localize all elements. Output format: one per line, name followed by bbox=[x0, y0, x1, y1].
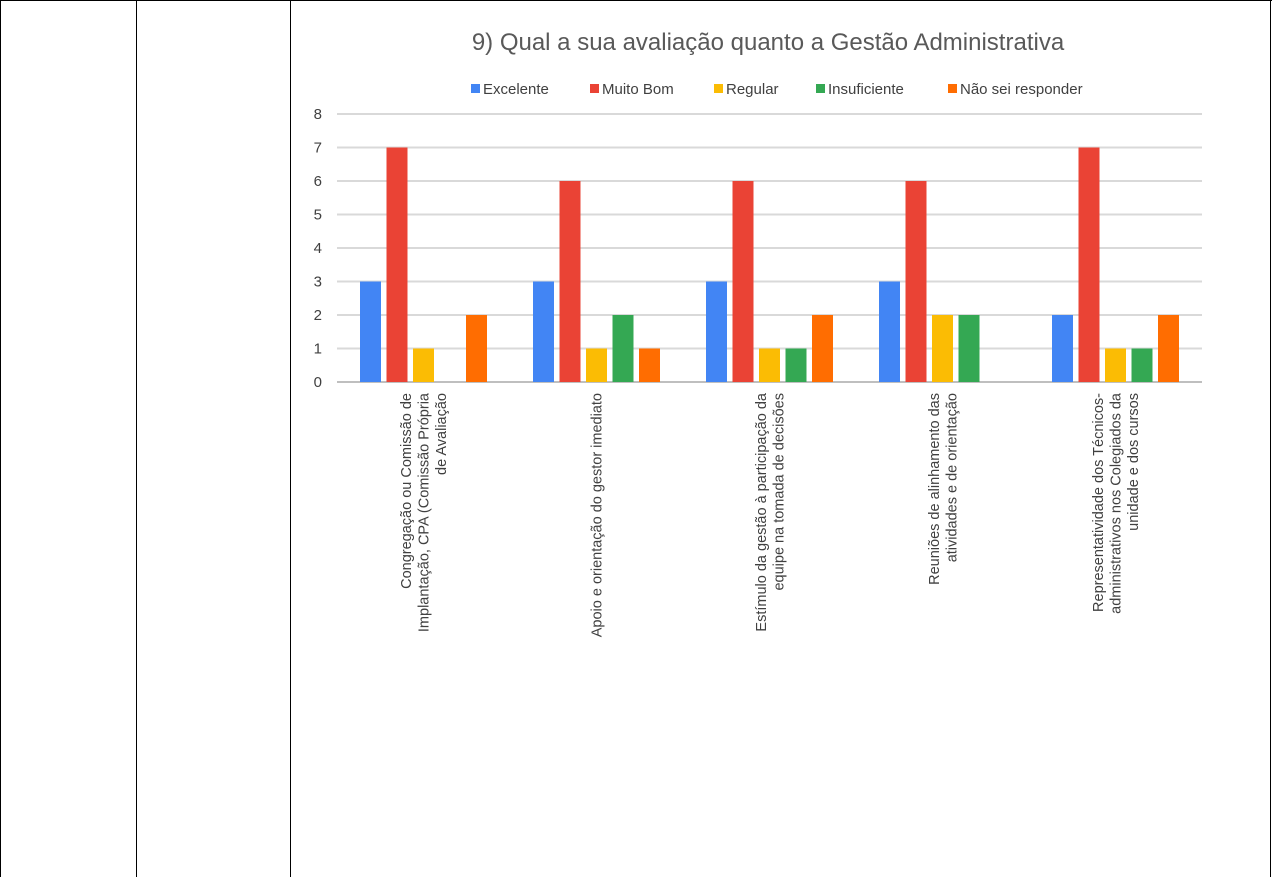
bar-regular bbox=[1105, 348, 1126, 382]
y-tick-label: 1 bbox=[314, 341, 322, 358]
chart-title: 9) Qual a sua avaliação quanto a Gestão … bbox=[472, 29, 1065, 56]
bar-muito-bom bbox=[559, 181, 581, 382]
legend-swatch bbox=[948, 84, 957, 93]
bar-excelente bbox=[533, 281, 554, 382]
bar-n-o-sei-responder bbox=[812, 315, 833, 382]
table-border-left bbox=[0, 0, 1, 877]
x-category-label: Estímulo da gestão à participação da equi… bbox=[754, 392, 788, 632]
legend-swatch bbox=[590, 84, 599, 93]
y-tick-label: 8 bbox=[314, 106, 322, 123]
bar-n-o-sei-responder bbox=[466, 315, 487, 382]
x-axis-categories: Congregação ou Comissão de Implantação, C… bbox=[399, 392, 1142, 637]
bar-regular bbox=[932, 315, 953, 382]
bar-insuficiente bbox=[1131, 348, 1153, 382]
x-category-label: Reuniões de alinhamento das atividades e … bbox=[927, 393, 961, 585]
y-tick-label: 6 bbox=[314, 173, 322, 190]
x-category-label: Representatividade dos Técnicos-administ… bbox=[1091, 392, 1142, 614]
y-axis-ticks: 0 1 2 3 4 5 6 7 8 bbox=[314, 106, 322, 391]
y-tick-label: 3 bbox=[314, 274, 322, 291]
y-tick-label: 4 bbox=[314, 240, 322, 257]
bar-muito-bom bbox=[905, 181, 927, 382]
bar-regular bbox=[413, 348, 434, 382]
bar-n-o-sei-responder bbox=[1158, 315, 1179, 382]
legend-label: Insuficiente bbox=[828, 81, 904, 98]
legend-swatch bbox=[714, 84, 723, 93]
legend-label: Não sei responder bbox=[960, 81, 1083, 98]
bar-insuficiente bbox=[612, 315, 634, 382]
x-category-label: Congregação ou Comissão de Implantação, C… bbox=[399, 392, 450, 632]
bar-regular bbox=[759, 348, 780, 382]
x-category-label: Apoio e orientação do gestor imediato bbox=[590, 393, 606, 637]
bar-insuficiente bbox=[785, 348, 807, 382]
bar-excelente bbox=[879, 281, 900, 382]
legend-swatch bbox=[471, 84, 480, 93]
legend-swatch bbox=[816, 84, 825, 93]
legend-label: Excelente bbox=[483, 81, 549, 98]
bar-excelente bbox=[1052, 315, 1073, 382]
y-tick-label: 7 bbox=[314, 140, 322, 157]
bar-regular bbox=[586, 348, 607, 382]
table-column-divider-1 bbox=[136, 0, 137, 877]
bar-insuficiente bbox=[958, 315, 980, 382]
table-column-divider-2 bbox=[290, 0, 291, 877]
table-border-top bbox=[0, 0, 1272, 1]
y-tick-label: 0 bbox=[314, 374, 322, 391]
chart-legend: Excelente Muito Bom Regular Insuficiente Não… bbox=[471, 81, 1083, 98]
bar-excelente bbox=[706, 281, 727, 382]
bar-n-o-sei-responder bbox=[639, 348, 660, 382]
bar-muito-bom bbox=[1078, 147, 1100, 382]
y-tick-label: 5 bbox=[314, 207, 322, 224]
table-border-right bbox=[1270, 0, 1271, 877]
y-tick-label: 2 bbox=[314, 307, 322, 324]
bar-excelente bbox=[360, 281, 381, 382]
bar-muito-bom bbox=[732, 181, 754, 382]
legend-label: Regular bbox=[726, 81, 779, 98]
bar-muito-bom bbox=[386, 147, 408, 382]
legend-label: Muito Bom bbox=[602, 81, 674, 98]
chart-bars bbox=[360, 147, 1179, 382]
